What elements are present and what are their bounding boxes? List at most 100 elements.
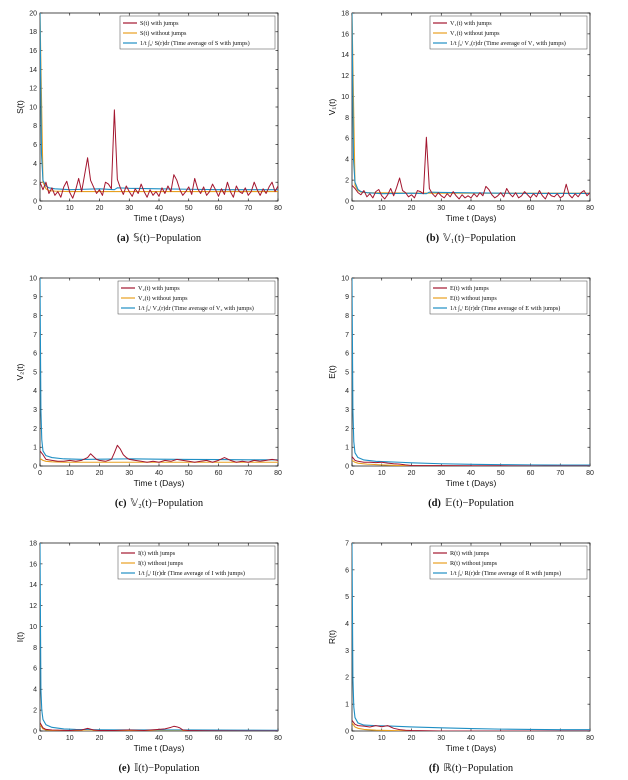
y-tick-label: 8 [33, 313, 37, 320]
y-tick-label: 14 [29, 67, 37, 74]
x-tick-label: 0 [38, 205, 42, 212]
y-tick-label: 3 [345, 648, 349, 655]
y-axis-label: R(t) [327, 630, 337, 644]
y-tick-label: 12 [341, 73, 349, 80]
series-line-1 [352, 722, 590, 731]
y-tick-label: 6 [33, 142, 37, 149]
y-tick-label: 7 [345, 332, 349, 339]
y-axis-label: E(t) [327, 365, 337, 379]
series-line-1 [40, 13, 278, 193]
y-axis-label: I(t) [15, 632, 25, 643]
legend-box [117, 545, 276, 580]
x-tick-label: 30 [437, 735, 445, 742]
legend-box [119, 15, 276, 50]
x-tick-label: 80 [274, 470, 282, 477]
y-tick-label: 10 [341, 94, 349, 101]
y-tick-label: 1 [33, 445, 37, 452]
legend-box [429, 280, 588, 315]
x-tick-label: 50 [497, 205, 505, 212]
y-tick-label: 10 [341, 275, 349, 282]
y-tick-label: 2 [33, 426, 37, 433]
x-tick-label: 70 [556, 205, 564, 212]
x-tick-label: 30 [125, 470, 133, 477]
y-tick-label: 0 [33, 463, 37, 470]
x-tick-label: 10 [378, 470, 386, 477]
caption-text: 𝕍₁(t)−Population [443, 232, 516, 244]
caption-letter: (d) [428, 498, 441, 509]
legend-entry: V₂(t) with jumps [138, 285, 180, 292]
x-axis-label: Time t (Days) [134, 478, 185, 488]
x-tick-label: 30 [437, 470, 445, 477]
caption-text: 𝕍₂(t)−Population [131, 497, 204, 509]
caption-letter: (c) [115, 498, 127, 509]
x-tick-label: 70 [244, 205, 252, 212]
x-tick-label: 20 [96, 205, 104, 212]
legend-entry: I(t) without jumps [138, 560, 184, 567]
y-tick-label: 0 [33, 198, 37, 205]
y-tick-label: 6 [345, 567, 349, 574]
y-tick-label: 10 [29, 104, 37, 111]
series-line-0 [352, 456, 590, 466]
x-tick-label: 10 [66, 470, 74, 477]
y-tick-label: 4 [345, 157, 349, 164]
x-tick-label: 80 [274, 735, 282, 742]
panel-caption: (d) 𝔼(t)−Population [428, 497, 515, 509]
chart-panel-d: 0 10 20 30 40 50 60 70 80 0 1 2 3 4 5 6 7 8 9 10 Time t (Day… [327, 275, 594, 509]
y-tick-label: 12 [29, 603, 37, 610]
y-tick-label: 4 [33, 161, 37, 168]
x-tick-label: 40 [155, 735, 163, 742]
x-tick-label: 10 [66, 205, 74, 212]
series-line-0 [40, 722, 278, 731]
panel-caption: (c) 𝕍₂(t)−Population [115, 497, 204, 509]
x-axis-label: Time t (Days) [134, 743, 185, 753]
y-tick-label: 7 [345, 540, 349, 547]
x-tick-label: 80 [586, 470, 594, 477]
caption-letter: (a) [117, 233, 130, 244]
series-line-2 [40, 543, 278, 731]
x-tick-label: 80 [274, 205, 282, 212]
x-tick-label: 70 [556, 735, 564, 742]
y-tick-label: 4 [33, 687, 37, 694]
y-tick-label: 5 [33, 369, 37, 376]
x-tick-label: 60 [527, 205, 535, 212]
x-tick-label: 0 [350, 735, 354, 742]
y-tick-label: 0 [345, 198, 349, 205]
x-tick-label: 60 [215, 735, 223, 742]
x-tick-label: 20 [408, 205, 416, 212]
caption-letter: (b) [426, 233, 439, 244]
y-tick-label: 18 [29, 29, 37, 36]
y-tick-label: 20 [29, 10, 37, 17]
y-tick-label: 12 [29, 86, 37, 93]
x-tick-label: 40 [467, 735, 475, 742]
panel-caption: (f) ℝ(t)−Population [429, 762, 514, 774]
y-tick-label: 10 [29, 624, 37, 631]
series-line-1 [40, 458, 278, 463]
caption-text: 𝔼(t)−Population [445, 497, 515, 509]
x-tick-label: 20 [408, 470, 416, 477]
y-tick-label: 5 [345, 369, 349, 376]
legend-entry: I(t) with jumps [138, 550, 176, 557]
y-tick-label: 7 [33, 332, 37, 339]
series-line-2 [352, 543, 590, 731]
y-tick-label: 9 [345, 294, 349, 301]
x-tick-label: 30 [125, 735, 133, 742]
x-tick-label: 50 [497, 470, 505, 477]
legend-entry: S(t) without jumps [140, 30, 187, 37]
x-tick-label: 70 [244, 735, 252, 742]
series-line-2 [352, 13, 590, 195]
series-line-0 [40, 444, 278, 463]
x-tick-label: 0 [350, 205, 354, 212]
y-tick-label: 18 [29, 540, 37, 547]
y-tick-label: 2 [33, 180, 37, 187]
panel-caption: (b) 𝕍₁(t)−Population [426, 232, 516, 244]
series-line-1 [40, 724, 278, 731]
legend-box [429, 15, 588, 50]
panel-caption: (a) 𝕊(t)−Population [117, 232, 202, 244]
x-tick-label: 20 [96, 735, 104, 742]
y-axis-label: V₂(t) [15, 363, 25, 380]
x-tick-label: 50 [185, 205, 193, 212]
y-tick-label: 6 [345, 351, 349, 358]
x-axis-label: Time t (Days) [446, 743, 497, 753]
y-tick-label: 0 [33, 728, 37, 735]
x-tick-label: 0 [38, 735, 42, 742]
